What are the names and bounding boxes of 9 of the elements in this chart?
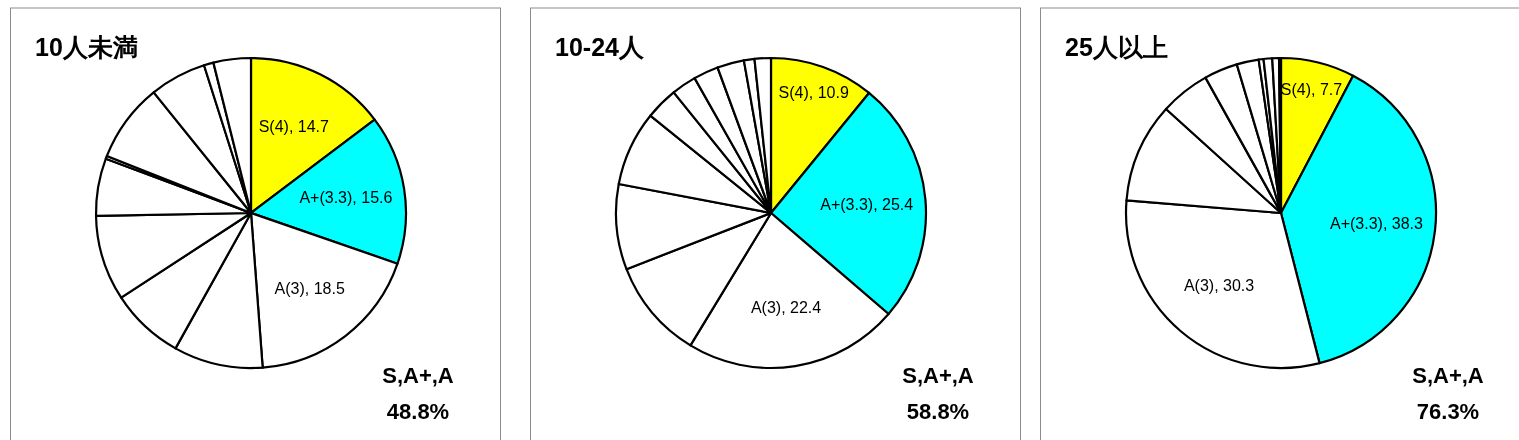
title: 10-24人 — [555, 33, 644, 61]
annotation: 76.3% — [1416, 399, 1480, 424]
annotation: S,A+,A — [1412, 363, 1484, 388]
title: 10人未満 — [35, 33, 138, 61]
title: 25人以上 — [1065, 33, 1168, 61]
annotation: 48.8% — [386, 399, 450, 424]
annotation: S,A+,A — [382, 363, 454, 388]
annotation: 58.8% — [906, 399, 970, 424]
annotation: S,A+,A — [902, 363, 974, 388]
